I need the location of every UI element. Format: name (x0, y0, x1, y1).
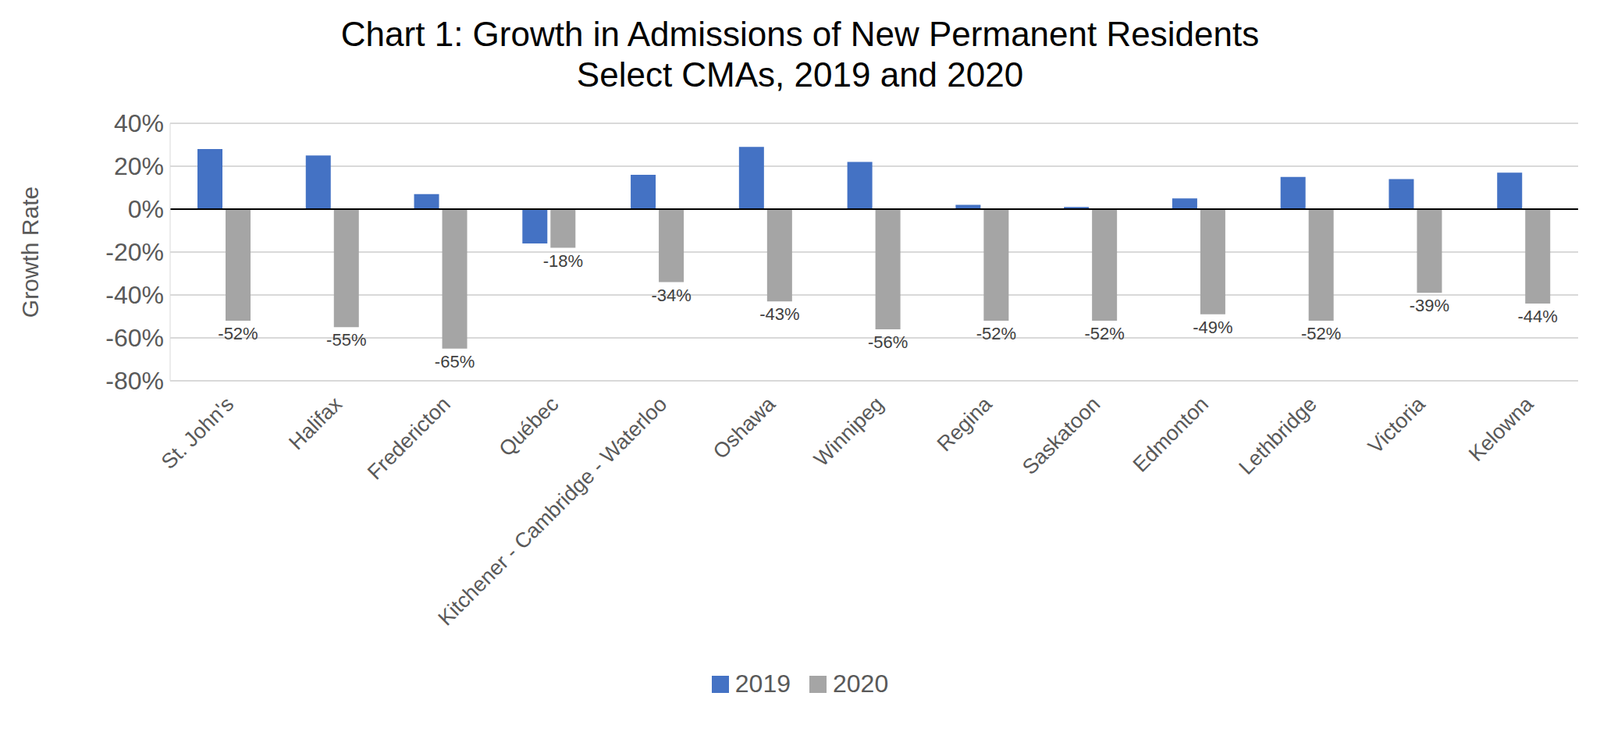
html-text:Chart 1: Growth in Admissions: Chart 1: Growth in Admissions of New Per… (340, 14, 1260, 54)
svg-text:-60%: -60% (105, 323, 164, 352)
svg-text:Regina: Regina (932, 391, 997, 456)
svg-text:Halifax: Halifax (284, 391, 347, 455)
svg-text:40%: 40% (113, 109, 164, 138)
svg-text:-20%: -20% (105, 238, 164, 267)
svg-text:-49%: -49% (1192, 317, 1233, 338)
svg-text:-40%: -40% (105, 280, 164, 310)
svg-text:Winnipeg: Winnipeg (809, 392, 889, 472)
svg-text:0%: 0% (128, 195, 164, 224)
svg-text:Victoria: Victoria (1363, 391, 1430, 459)
svg-text:Saskatoon: Saskatoon (1017, 392, 1105, 480)
svg-text:Québec: Québec (494, 392, 563, 462)
svg-text:-52%: -52% (976, 323, 1017, 344)
svg-text:-65%: -65% (434, 352, 475, 372)
html-text:Select CMAs, 2019 and 2020: Select CMAs, 2019 and 2020 (576, 55, 1024, 94)
svg-text:-80%: -80% (105, 366, 164, 395)
svg-text:-43%: -43% (759, 304, 800, 324)
svg-text:Edmonton: Edmonton (1128, 392, 1213, 477)
svg-text:-39%: -39% (1409, 295, 1450, 316)
svg-text:20%: 20% (113, 152, 164, 181)
svg-text:Fredericton: Fredericton (362, 392, 456, 485)
svg-text:-44%: -44% (1518, 306, 1558, 327)
svg-text:-52%: -52% (1301, 323, 1341, 344)
svg-text:Growth Rate: Growth Rate (17, 186, 43, 318)
svg-text:Oshawa: Oshawa (708, 391, 781, 464)
svg-text:-34%: -34% (650, 285, 691, 306)
svg-text:St. John's: St. John's (156, 392, 239, 474)
svg-text:-52%: -52% (1084, 323, 1124, 344)
html-text:2019: 2019 (735, 669, 791, 698)
svg-text:Kitchener - Cambridge - Waterl: Kitchener - Cambridge - Waterloo (433, 392, 672, 631)
html-text:2020: 2020 (832, 669, 889, 698)
svg-text:-55%: -55% (326, 330, 367, 350)
svg-text:Kelowna: Kelowna (1464, 391, 1539, 466)
svg-text:-56%: -56% (867, 332, 908, 352)
svg-text:-52%: -52% (217, 323, 258, 344)
svg-text:-18%: -18% (543, 251, 584, 271)
svg-text:Lethbridge: Lethbridge (1233, 392, 1321, 480)
